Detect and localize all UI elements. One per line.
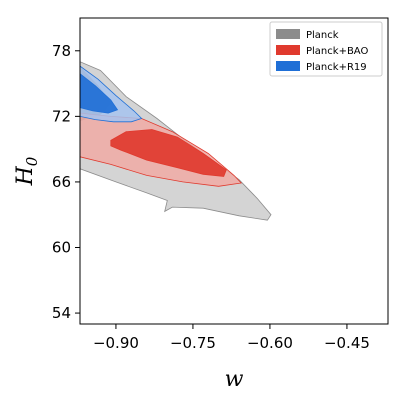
legend-swatch (276, 29, 300, 39)
y-axis-label-subscript: 0 (23, 156, 41, 166)
y-tick-label: 60 (52, 239, 71, 257)
x-tick-label: −0.45 (324, 334, 370, 352)
x-tick-label: −0.60 (247, 334, 293, 352)
y-tick-label: 78 (52, 42, 71, 60)
y-axis-ticks: 54 60 66 72 78 (52, 42, 80, 322)
y-axis-label-main: H (13, 165, 38, 186)
legend-label: Planck (306, 30, 339, 41)
legend-label: Planck+R19 (306, 62, 367, 73)
y-tick-label: 54 (52, 304, 71, 322)
x-axis-ticks: −0.90 −0.75 −0.60 −0.45 (93, 324, 370, 352)
legend-swatch (276, 61, 300, 71)
contour-1sigma-planck-r19 (80, 73, 119, 114)
legend-label: Planck+BAO (306, 46, 368, 57)
x-tick-label: −0.75 (170, 334, 216, 352)
x-axis-label: w (225, 367, 244, 392)
legend: Planck Planck+BAO Planck+R19 (269, 21, 383, 77)
x-tick-label: −0.90 (93, 334, 139, 352)
plot-frame (79, 17, 389, 325)
y-axis-label: H0 (13, 156, 41, 186)
y-tick-label: 72 (52, 107, 71, 125)
contour-1sigma-planck-bao (110, 129, 227, 177)
contour-layer (80, 61, 272, 221)
legend-swatch (276, 45, 300, 55)
y-tick-label: 66 (52, 173, 71, 191)
